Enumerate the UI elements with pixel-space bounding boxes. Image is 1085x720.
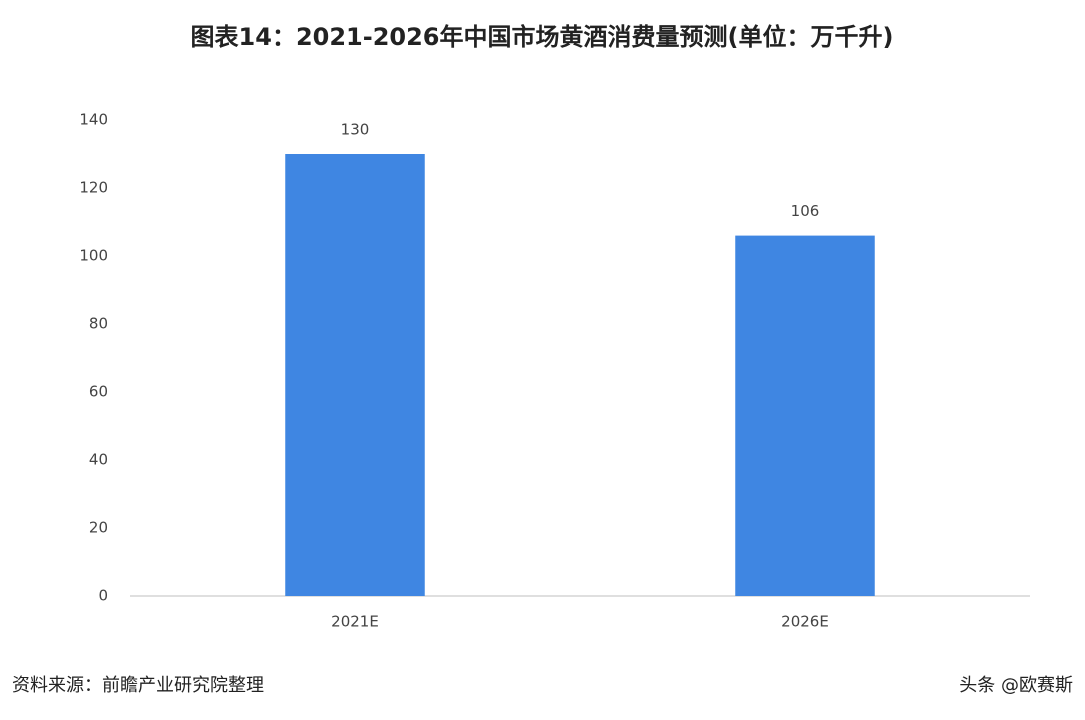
y-tick-label: 20: [89, 519, 108, 537]
y-tick-label: 140: [79, 111, 108, 129]
watermark: 头条 @欧赛斯: [959, 675, 1073, 696]
y-tick-label: 120: [79, 179, 108, 197]
y-tick-label: 60: [89, 383, 108, 401]
y-tick-label: 0: [98, 587, 108, 605]
value-label: 130: [341, 121, 370, 139]
value-label: 106: [791, 202, 820, 220]
x-tick-label: 2021E: [331, 613, 379, 631]
bar: [735, 235, 875, 596]
source-note: 资料来源：前瞻产业研究院整理: [12, 675, 264, 696]
y-tick-label: 100: [79, 247, 108, 265]
y-tick-label: 80: [89, 315, 108, 333]
chart-title: 图表14：2021-2026年中国市场黄酒消费量预测(单位：万千升): [191, 23, 894, 51]
bar: [285, 154, 425, 596]
x-tick-label: 2026E: [781, 613, 829, 631]
y-tick-label: 40: [89, 451, 108, 469]
